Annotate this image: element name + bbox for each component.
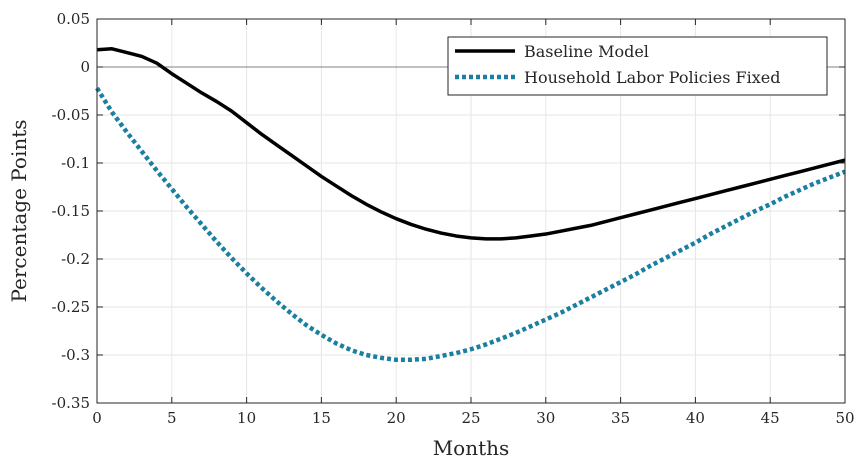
- x-tick-label-1: 5: [167, 409, 177, 427]
- y-tick-label-0: 0.05: [57, 10, 90, 28]
- x-tick-label-6: 30: [536, 409, 555, 427]
- x-tick-label-0: 0: [92, 409, 102, 427]
- x-tick-label-2: 10: [237, 409, 256, 427]
- x-axis-label: Months: [433, 436, 510, 458]
- series-line-0: [96, 47, 846, 241]
- legend: Baseline Model Household Labor Policies …: [447, 36, 828, 96]
- y-axis-label: Percentage Points: [7, 119, 31, 302]
- y-tick-label-7: -0.3: [61, 346, 90, 364]
- y-tick-label-3: -0.1: [61, 154, 90, 172]
- series-layer: [95, 47, 846, 363]
- legend-label-household-labor-policies-fixed: Household Labor Policies Fixed: [524, 68, 781, 87]
- legend-label-baseline-model: Baseline Model: [524, 42, 649, 61]
- x-tick-label-3: 15: [312, 409, 331, 427]
- x-tick-label-9: 45: [761, 409, 780, 427]
- legend-box: [447, 36, 828, 96]
- x-tick-label-4: 20: [387, 409, 406, 427]
- axis-ticks: [96, 18, 846, 404]
- series-line-1: [95, 86, 846, 363]
- y-tick-label-1: 0: [80, 58, 90, 76]
- x-tick-label-7: 35: [611, 409, 630, 427]
- y-tick-label-2: -0.05: [52, 106, 90, 124]
- y-tick-label-8: -0.35: [52, 394, 90, 412]
- x-tick-label-10: 50: [835, 409, 854, 427]
- y-tick-label-6: -0.25: [52, 298, 90, 316]
- x-tick-label-5: 25: [461, 409, 480, 427]
- x-tick-label-8: 40: [686, 409, 705, 427]
- y-tick-label-4: -0.15: [52, 202, 90, 220]
- tick-labels: 0 5 10 15 20 25 30 35 40 45 50 0.05 0 -0.05 -0.1 -0.15 -…: [52, 10, 855, 427]
- y-tick-label-5: -0.2: [61, 250, 90, 268]
